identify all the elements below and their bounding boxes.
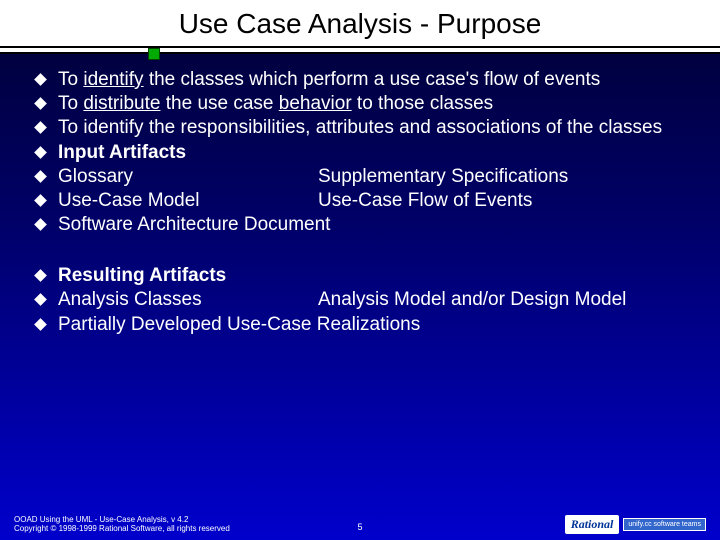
page-number: 5	[357, 522, 362, 532]
bullet-col-a: Analysis Classes	[58, 288, 318, 311]
bullet-item: Analysis ClassesAnalysis Model and/or De…	[30, 288, 690, 311]
bullet-col-a: Use-Case Model	[58, 189, 318, 212]
bullet-col-b: Use-Case Flow of Events	[318, 189, 690, 212]
footer-line-2: Copyright © 1998-1999 Rational Software,…	[14, 524, 230, 534]
bullet-item: Partially Developed Use-Case Realization…	[30, 313, 690, 336]
logo: Rational unify.cc software teams	[565, 515, 706, 534]
bullet-item: Use-Case ModelUse-Case Flow of Events	[30, 189, 690, 212]
footer: OOAD Using the UML - Use-Case Analysis, …	[14, 515, 706, 534]
bullet-list-2: Resulting ArtifactsAnalysis ClassesAnaly…	[30, 264, 690, 336]
logo-sub: unify.cc software teams	[623, 518, 706, 531]
slide-body: To identify the classes which perform a …	[0, 54, 720, 336]
bullet-item: To identify the classes which perform a …	[30, 68, 690, 91]
bullet-item: To distribute the use case behavior to t…	[30, 92, 690, 115]
footer-line-1: OOAD Using the UML - Use-Case Analysis, …	[14, 515, 230, 525]
bullet-col-b: Analysis Model and/or Design Model	[318, 288, 690, 311]
logo-main: Rational	[565, 515, 620, 534]
bullet-col-a: Glossary	[58, 165, 318, 188]
title-bar: Use Case Analysis - Purpose	[0, 0, 720, 52]
page-title: Use Case Analysis - Purpose	[0, 0, 720, 48]
bullet-item: Software Architecture Document	[30, 213, 690, 236]
bullet-item: To identify the responsibilities, attrib…	[30, 116, 690, 139]
footer-attribution: OOAD Using the UML - Use-Case Analysis, …	[14, 515, 230, 534]
bullet-item: Input Artifacts	[30, 141, 690, 164]
bullet-list-1: To identify the classes which perform a …	[30, 68, 690, 236]
bullet-col-b: Supplementary Specifications	[318, 165, 690, 188]
title-underline	[0, 52, 720, 54]
bullet-item: GlossarySupplementary Specifications	[30, 165, 690, 188]
bullet-item: Resulting Artifacts	[30, 264, 690, 287]
